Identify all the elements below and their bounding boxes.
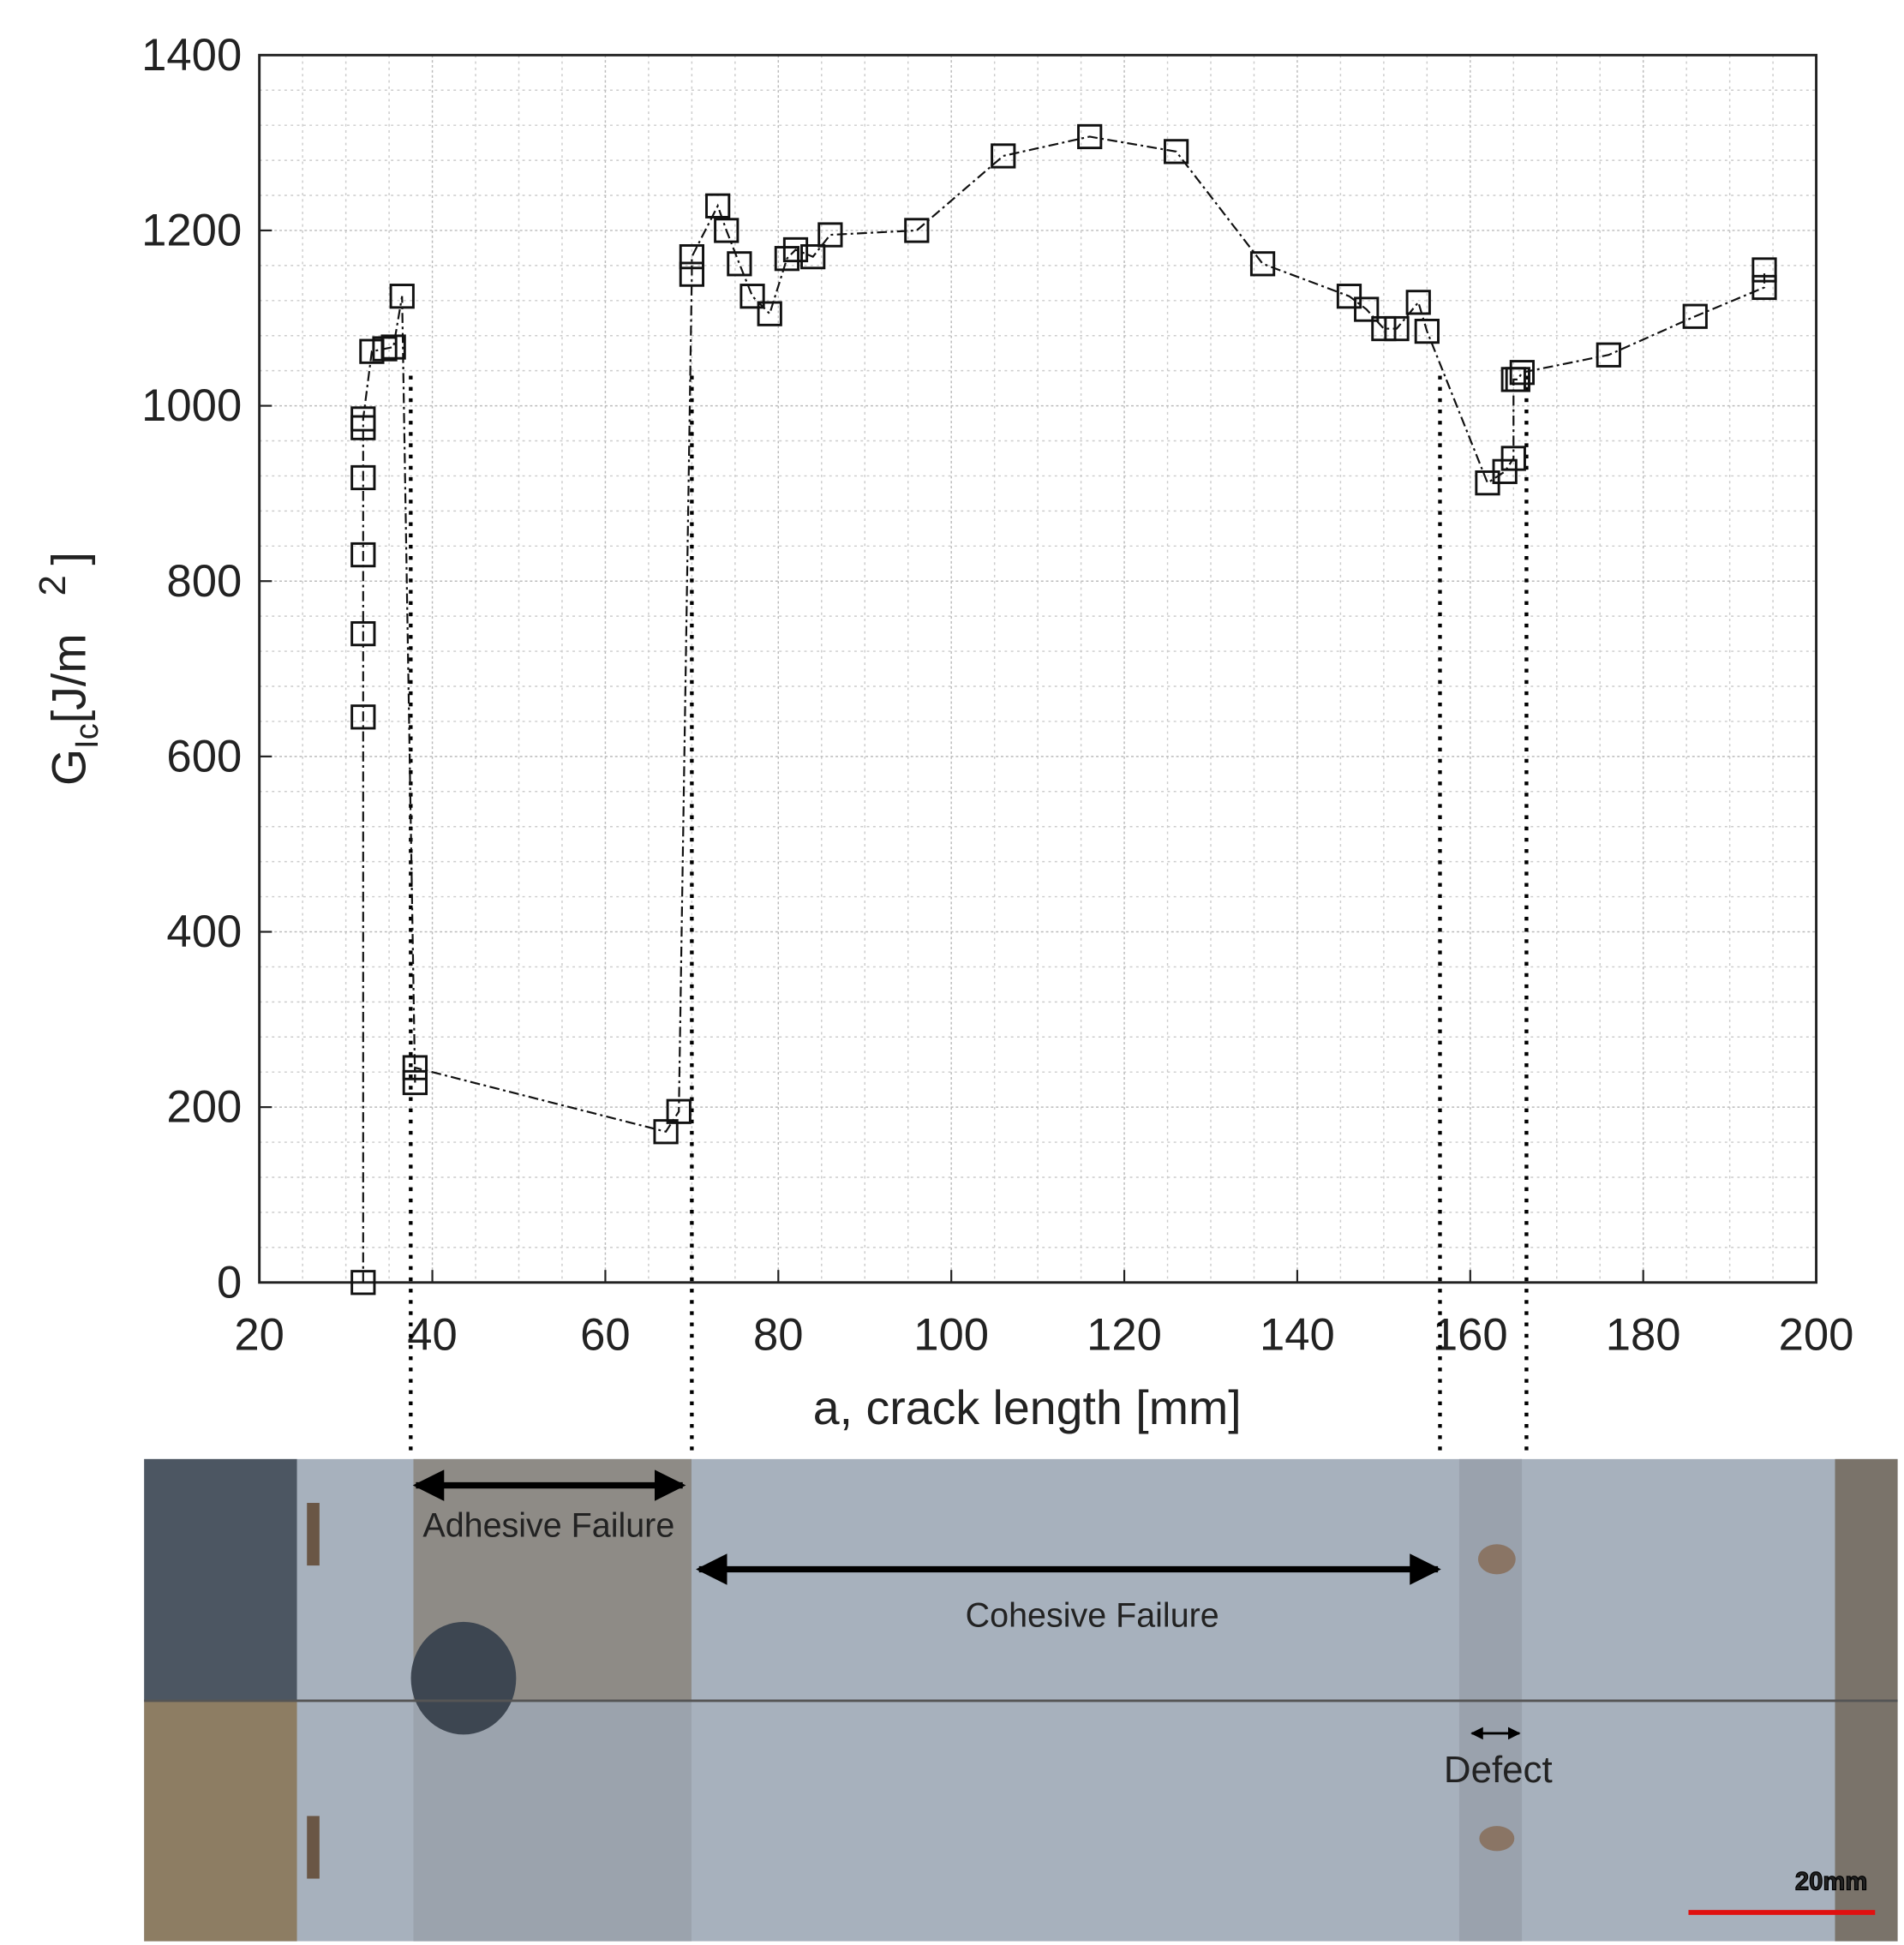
data-marker [1509, 360, 1535, 386]
x-tick-label: 200 [1779, 1310, 1854, 1361]
y-tick-label: 200 [166, 1082, 242, 1133]
x-tick-label: 180 [1606, 1310, 1681, 1361]
x-tick-label: 160 [1433, 1310, 1508, 1361]
y-tick-label: 1000 [141, 380, 242, 431]
x-tick-label: 40 [407, 1310, 458, 1361]
data-marker [380, 334, 406, 360]
data-marker [350, 464, 376, 491]
y-label-part: G [43, 749, 96, 786]
data-marker [350, 704, 376, 730]
data-marker [653, 1119, 679, 1145]
data-marker [372, 336, 398, 362]
y-tick-label: 1200 [141, 205, 242, 255]
x-tick-label: 60 [580, 1310, 631, 1361]
data-marker [757, 301, 782, 326]
data-marker [1414, 318, 1440, 344]
x-axis-label: a, crack length [mm] [813, 1381, 1242, 1434]
photo-spot [1479, 1826, 1515, 1852]
data-marker [800, 244, 826, 270]
x-tick-label: 120 [1087, 1310, 1162, 1361]
y-tick-label: 400 [166, 907, 242, 957]
data-marker [1336, 284, 1362, 309]
photo-region [144, 1458, 297, 1701]
photo-void [410, 1621, 517, 1735]
x-tick-label: 20 [234, 1310, 284, 1361]
data-marker [1751, 274, 1777, 301]
data-marker [705, 193, 731, 218]
photo-spot [307, 1816, 320, 1879]
data-marker [402, 1055, 428, 1080]
data-marker [679, 261, 704, 287]
data-marker [1249, 251, 1276, 277]
annotation: Defect [1444, 1749, 1553, 1791]
y-tick-label: 1400 [141, 30, 242, 81]
data-marker [991, 143, 1016, 169]
data-marker [1371, 315, 1397, 342]
data-marker [727, 251, 752, 277]
data-marker [774, 246, 800, 272]
photo-region [144, 1700, 297, 1942]
y-label-part: [J/m [43, 633, 96, 723]
data-marker [350, 542, 376, 568]
data-marker [1354, 296, 1380, 322]
y-axis-label: GIc[J/m 2] [32, 552, 105, 786]
annotation: Cohesive Failure [966, 1597, 1219, 1635]
y-label-part: Ic [69, 723, 105, 749]
data-marker [1500, 446, 1526, 471]
data-marker [402, 1069, 428, 1096]
data-marker [817, 222, 843, 248]
specimen-photo: Adhesive Failure Cohesive Failure Defect… [144, 1458, 1898, 1942]
data-marker [714, 218, 739, 243]
data-marker [350, 406, 376, 432]
photo-region [413, 1700, 692, 1942]
annotation: Adhesive Failure [422, 1506, 674, 1544]
data-marker [666, 1098, 692, 1124]
y-tick-label: 800 [166, 556, 242, 607]
scale-label: 20mm [1795, 1869, 1867, 1896]
data-marker [739, 284, 765, 309]
data-marker [1505, 367, 1530, 392]
data-marker [679, 244, 704, 270]
photo-spot [307, 1503, 320, 1566]
data-line [362, 135, 1766, 1283]
data-marker [350, 1270, 376, 1296]
y-label-part: 2 [32, 575, 74, 595]
data-marker [1384, 315, 1410, 342]
data-marker [350, 620, 376, 647]
x-tick-label: 80 [753, 1310, 804, 1361]
data-marker [1682, 303, 1708, 329]
photo-spot [1477, 1544, 1516, 1575]
x-tick-label: 140 [1260, 1310, 1335, 1361]
data-marker [1596, 342, 1621, 368]
data-marker [904, 218, 930, 243]
data-marker [782, 236, 809, 263]
data-marker [1751, 257, 1777, 283]
y-tick-label: 0 [217, 1257, 242, 1308]
y-label-part: ] [43, 552, 96, 565]
plot-frame [258, 53, 1818, 1284]
data-marker [389, 284, 415, 309]
data-marker [1492, 458, 1518, 484]
data-marker [1077, 123, 1103, 150]
x-tick-label: 100 [913, 1310, 989, 1361]
data-marker [1405, 290, 1431, 315]
y-tick-label: 600 [166, 731, 242, 781]
data-marker [1164, 139, 1189, 165]
